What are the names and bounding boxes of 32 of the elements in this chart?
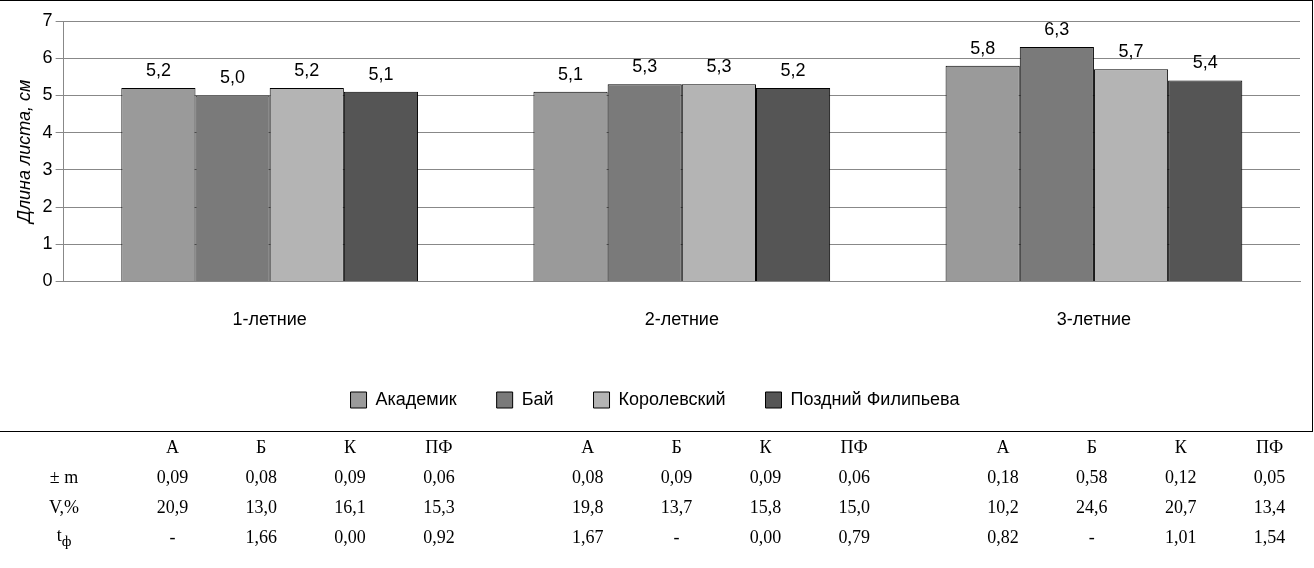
data-label: 5,1: [368, 63, 394, 84]
y-axis-title: Длина листа, см: [13, 79, 34, 225]
y-tick-label: 0: [42, 270, 53, 291]
text: А Б К ПФ А Б К ПФ А Б К ПФ: [165, 436, 1284, 457]
data-label: 5,0: [220, 67, 246, 88]
text: t$_{ф}$ - 1,66 0,00 0,92 1,67 - 0,00 0,79 0,82 - 1,01 1,54: [56, 524, 1286, 549]
data-label: 5,2: [294, 59, 320, 80]
legend-label: Поздний Филипьева: [790, 388, 961, 409]
data-label: 5,3: [706, 56, 732, 77]
legend-label: Королевский: [618, 388, 726, 409]
data-label: 5,7: [1118, 41, 1144, 62]
x-tick-label: 1-летние: [232, 309, 307, 330]
y-tick-label: 6: [42, 47, 53, 68]
x-tick-label: 3-летние: [1056, 309, 1132, 330]
data-label: 5,4: [1192, 52, 1218, 73]
y-tick-label: 4: [42, 121, 53, 142]
y-tick-label: 3: [42, 158, 53, 179]
legend-label: Бай: [521, 388, 554, 409]
x-tick-label: 2-летние: [644, 309, 719, 330]
y-tick-label: 2: [42, 195, 53, 216]
data-label: 5,2: [780, 59, 806, 80]
data-label: 5,1: [558, 63, 584, 84]
y-tick-label: 5: [42, 84, 53, 105]
data-label: 5,3: [632, 56, 658, 77]
y-tick-label: 1: [42, 233, 53, 254]
text: V,% 20,9 13,0 16,1 15,3 19,8 13,7 15,8 15,0 10,2 24,6 20,7 13,4: [48, 496, 1286, 517]
y-tick-label: 7: [42, 9, 53, 30]
data-label: 5,2: [145, 59, 171, 80]
text: ± m 0,09 0,08 0,09 0,06 0,08 0,09 0,09 0,06 0,18 0,58 0,12 0,05: [49, 466, 1286, 487]
data-label: 6,3: [1044, 19, 1070, 40]
data-label: 5,8: [970, 37, 996, 58]
legend-label: Академик: [375, 388, 457, 409]
